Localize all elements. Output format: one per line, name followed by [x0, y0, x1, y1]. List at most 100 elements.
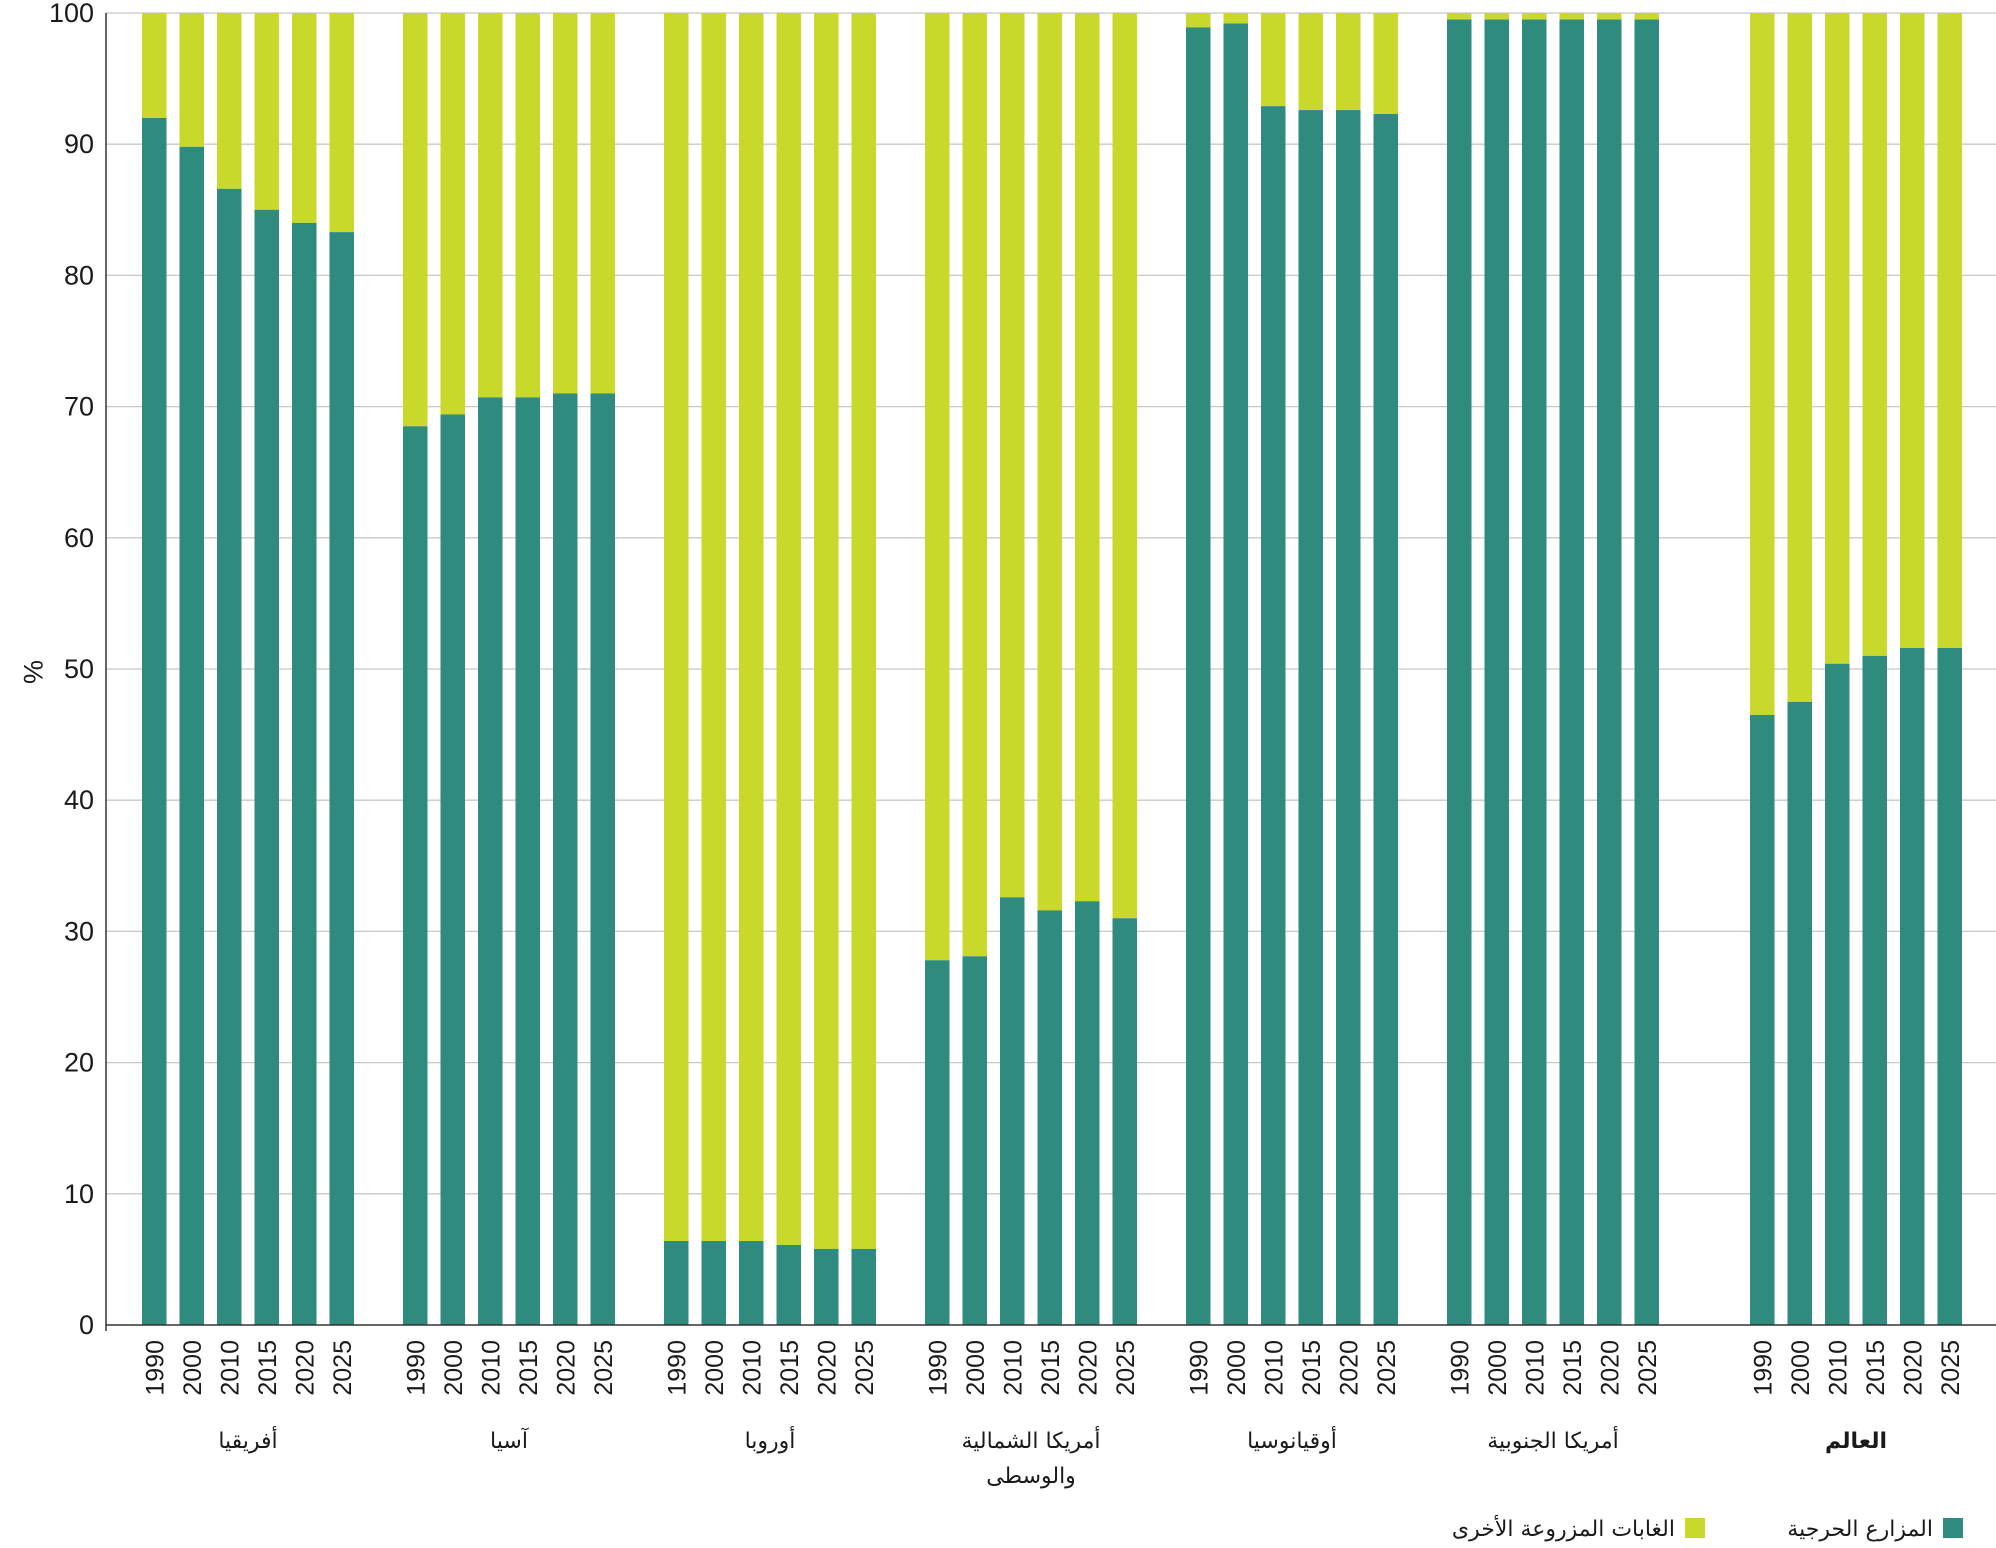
bar-other-planted [1787, 13, 1812, 702]
x-year-label: 2010 [216, 1340, 244, 1396]
x-year-label: 2000 [440, 1340, 468, 1396]
bar-plantation [217, 188, 242, 1326]
bar-plantation [851, 1248, 876, 1325]
x-year-label: 2015 [515, 1340, 543, 1396]
bar-other-planted [962, 13, 987, 957]
x-year-label: 2000 [1484, 1340, 1512, 1396]
y-tick-label: 90 [64, 129, 94, 159]
x-year-label: 2015 [776, 1340, 804, 1396]
y-tick-label: 70 [64, 392, 94, 422]
x-year-label: 2020 [1335, 1340, 1363, 1396]
bar-other-planted [440, 13, 465, 415]
x-year-label: 2000 [701, 1340, 729, 1396]
bar-other-planted [701, 13, 726, 1242]
bar-plantation [1484, 19, 1509, 1325]
bar-plantation [1634, 19, 1659, 1325]
x-year-label: 2010 [999, 1340, 1027, 1396]
x-year-label: 2020 [552, 1340, 580, 1396]
bars [142, 13, 1962, 1326]
bar-other-planted [1750, 13, 1775, 715]
bar-plantation [515, 397, 540, 1325]
bar-other-planted [1336, 13, 1361, 111]
bar-other-planted [1634, 13, 1659, 20]
legend-swatch-other [1685, 1518, 1705, 1538]
bar-other-planted [1447, 13, 1472, 20]
bar-other-planted [1112, 13, 1137, 919]
bar-other-planted [254, 13, 279, 210]
y-tick-label: 100 [49, 0, 94, 28]
region-label: أوقيانوسيا [1247, 1426, 1337, 1454]
bar-plantation [1186, 27, 1211, 1325]
y-tick-label: 80 [64, 260, 94, 290]
x-year-label: 2015 [1298, 1340, 1326, 1396]
bar-plantation [1937, 648, 1962, 1325]
bar-other-planted [1261, 13, 1286, 107]
bar-plantation [1223, 23, 1248, 1326]
x-year-label: 1990 [1446, 1340, 1474, 1396]
x-year-label: 2025 [329, 1340, 357, 1396]
bar-other-planted [1522, 13, 1547, 20]
bar-plantation [329, 232, 354, 1325]
bar-other-planted [590, 13, 615, 394]
region-label: أفريقيا [218, 1426, 277, 1454]
bar-other-planted [1298, 13, 1323, 111]
bar-other-planted [478, 13, 503, 398]
x-year-label: 1990 [1185, 1340, 1213, 1396]
y-tick-label: 20 [64, 1048, 94, 1078]
bar-plantation [1750, 714, 1775, 1325]
x-year-label: 2000 [179, 1340, 207, 1396]
x-year-label: 2020 [1596, 1340, 1624, 1396]
bar-other-planted [1937, 13, 1962, 649]
region-label: أمريكا الشمالية [961, 1426, 1100, 1454]
bar-plantation [1522, 19, 1547, 1325]
bar-plantation [1075, 901, 1100, 1325]
y-tick-label: 60 [64, 523, 94, 553]
legend-swatch-plantation [1943, 1518, 1963, 1538]
x-year-label: 2010 [477, 1340, 505, 1396]
bar-plantation [1862, 655, 1887, 1325]
bar-other-planted [851, 13, 876, 1249]
bar-plantation [478, 397, 503, 1325]
bar-plantation [1298, 110, 1323, 1325]
bar-plantation [1447, 19, 1472, 1325]
x-year-label: 2020 [1074, 1340, 1102, 1396]
bar-other-planted [1186, 13, 1211, 28]
y-tick-label: 0 [79, 1310, 94, 1340]
bar-other-planted [142, 13, 167, 118]
bar-plantation [590, 393, 615, 1326]
x-year-label: 2025 [1634, 1340, 1662, 1396]
bar-other-planted [664, 13, 689, 1242]
bar-plantation [664, 1241, 689, 1325]
bar-other-planted [179, 13, 204, 147]
x-year-label: 2000 [962, 1340, 990, 1396]
bar-plantation [254, 209, 279, 1325]
bar-plantation [962, 956, 987, 1325]
bar-other-planted [1075, 13, 1100, 902]
x-year-label: 2015 [1037, 1340, 1065, 1396]
y-tick-label: 30 [64, 916, 94, 946]
bar-plantation [776, 1244, 801, 1325]
y-axis-title: % [18, 660, 48, 684]
x-year-label: 2015 [1862, 1340, 1890, 1396]
x-year-label: 2000 [1223, 1340, 1251, 1396]
legend-label-plantation: المزارع الحرجية [1787, 1517, 1933, 1542]
bar-other-planted [1000, 13, 1025, 898]
x-year-label: 2010 [1260, 1340, 1288, 1396]
bar-plantation [1787, 701, 1812, 1325]
bar-plantation [179, 146, 204, 1326]
x-year-label: 1990 [402, 1340, 430, 1396]
bar-plantation [292, 222, 317, 1325]
bar-plantation [1900, 648, 1925, 1325]
legend: المزارع الحرجية الغابات المزروعة الأخرى [1452, 1515, 1963, 1542]
bar-other-planted [403, 13, 428, 427]
x-year-label: 2020 [813, 1340, 841, 1396]
bar-other-planted [739, 13, 764, 1242]
x-year-label: 2010 [1521, 1340, 1549, 1396]
bar-plantation [701, 1241, 726, 1325]
bar-plantation [1000, 897, 1025, 1325]
bar-plantation [1559, 19, 1584, 1325]
x-year-label: 2015 [254, 1340, 282, 1396]
x-year-label: 2000 [1787, 1340, 1815, 1396]
x-year-label: 1990 [663, 1340, 691, 1396]
